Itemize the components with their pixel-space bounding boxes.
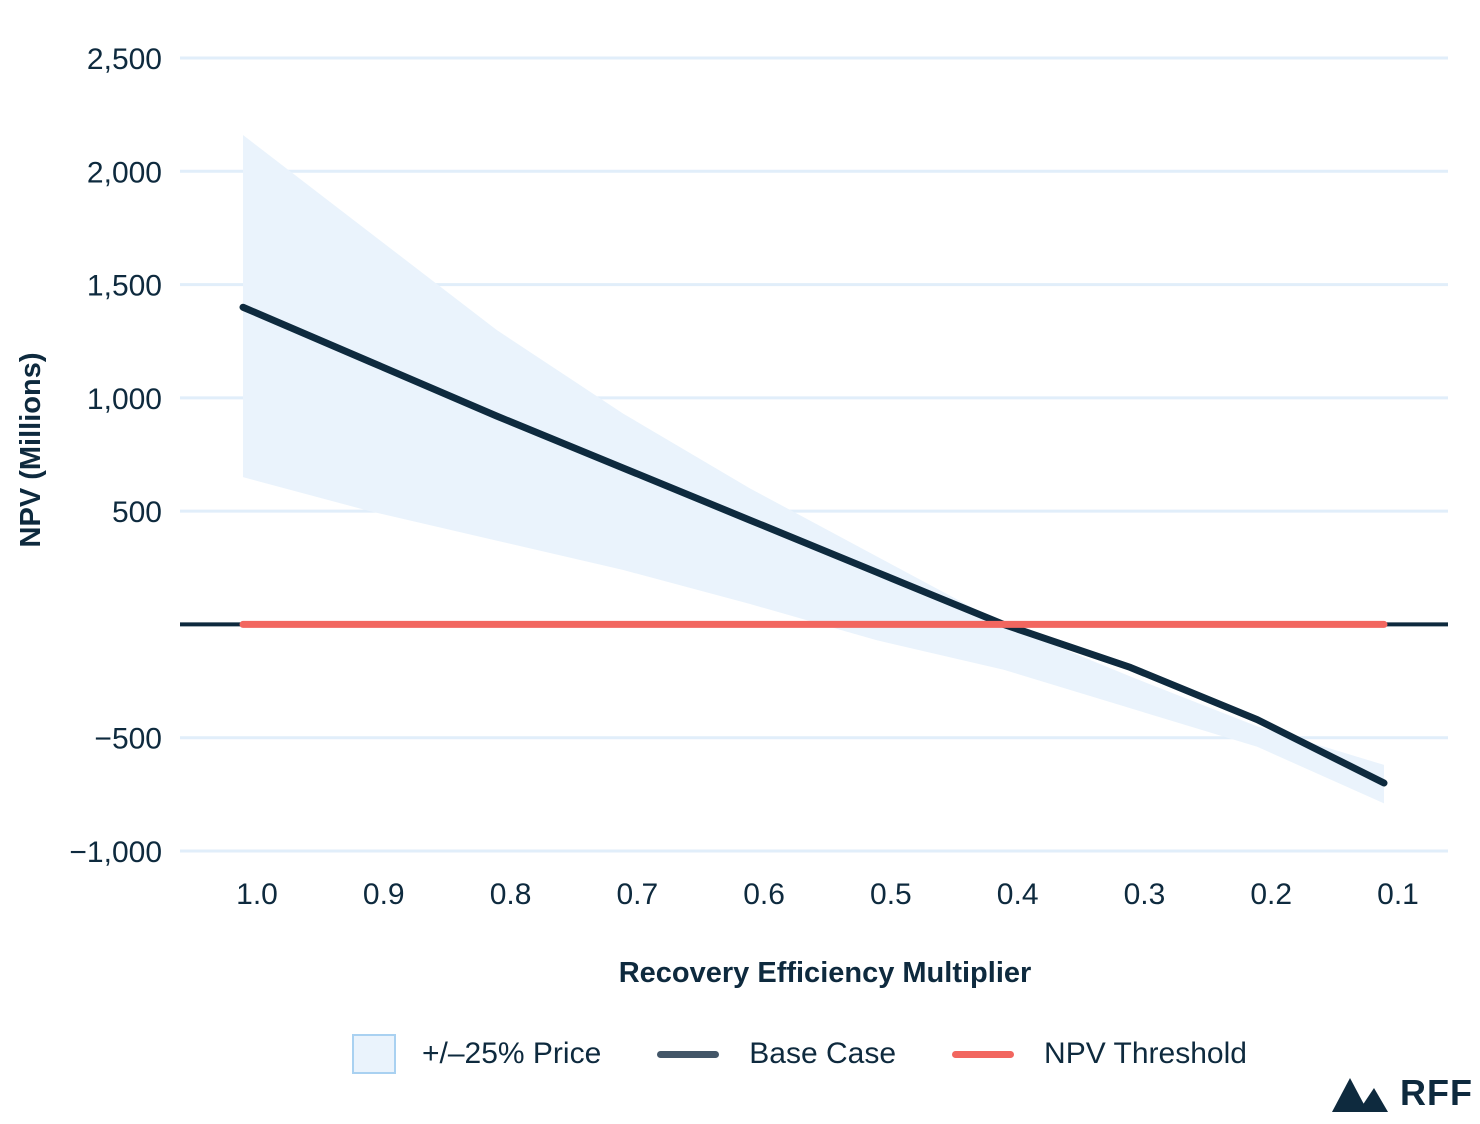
logo-text: RFF (1400, 1072, 1473, 1113)
price-band-area (243, 135, 1384, 804)
y-tick-label: 1,000 (87, 383, 162, 416)
legend: +/–25% Price Base Case NPV Threshold (352, 1030, 1303, 1078)
y-tick-label: 1,500 (87, 270, 162, 303)
y-tick-labels: 2,500 2,000 1,500 1,000 500 −500 −1,000 (69, 43, 162, 869)
x-tick-label: 0.5 (870, 878, 912, 911)
y-tick-label: 2,000 (87, 156, 162, 189)
y-tick-label: −500 (94, 723, 162, 756)
x-tick-label: 0.1 (1377, 878, 1419, 911)
legend-band-label: +/–25% Price (422, 1037, 602, 1070)
base-line-swatch-icon (657, 1050, 720, 1058)
x-tick-labels: 1.0 0.9 0.8 0.7 0.6 0.5 0.4 0.3 0.2 0.1 (236, 878, 1419, 911)
threshold-line-swatch-icon (952, 1050, 1015, 1058)
y-axis-title: NPV (Millions) (15, 353, 47, 548)
band-swatch-icon (352, 1034, 396, 1074)
x-tick-label: 1.0 (236, 878, 278, 911)
price-band-layer (243, 135, 1384, 804)
x-tick-label: 0.8 (490, 878, 532, 911)
legend-item-band[interactable]: +/–25% Price (352, 1034, 601, 1074)
series-lines-layer (239, 303, 1388, 787)
x-tick-label: 0.4 (997, 878, 1039, 911)
x-tick-label: 0.9 (363, 878, 405, 911)
x-axis-title: Recovery Efficiency Multiplier (619, 957, 1032, 989)
npv-chart: 2,500 2,000 1,500 1,000 500 −500 −1,000 1.0 0.9… (15, 43, 1448, 989)
x-tick-label: 0.2 (1250, 878, 1292, 911)
y-tick-label: −1,000 (69, 836, 162, 869)
x-tick-label: 0.3 (1124, 878, 1166, 911)
legend-threshold-label: NPV Threshold (1044, 1037, 1247, 1070)
rff-logo: RFF (1332, 1072, 1473, 1114)
legend-item-base[interactable]: Base Case (657, 1037, 896, 1071)
mountain-logo-icon (1332, 1078, 1388, 1112)
base-case-line (239, 303, 1388, 787)
y-tick-label: 2,500 (87, 43, 162, 76)
x-tick-label: 0.7 (616, 878, 658, 911)
legend-item-threshold[interactable]: NPV Threshold (952, 1037, 1247, 1071)
y-tick-label: 500 (112, 496, 162, 529)
legend-base-label: Base Case (749, 1037, 897, 1070)
x-tick-label: 0.6 (743, 878, 785, 911)
